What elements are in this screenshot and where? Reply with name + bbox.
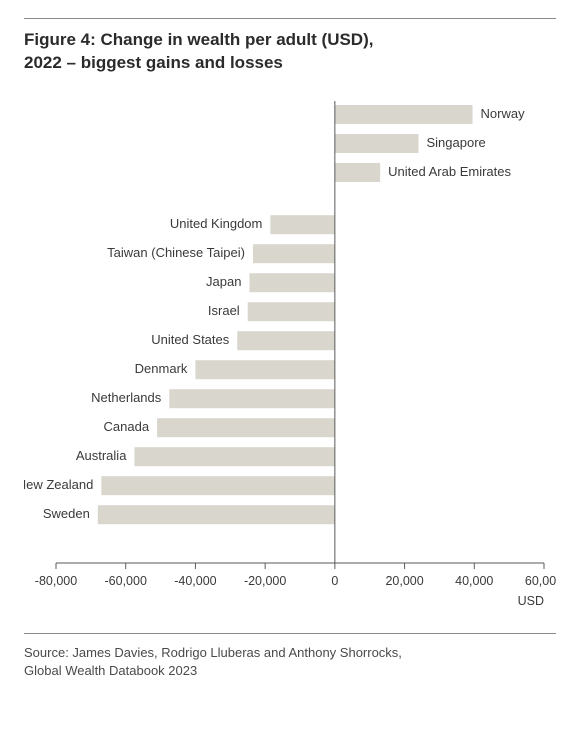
bar — [270, 215, 334, 234]
x-tick-label: -40,000 — [174, 574, 216, 588]
x-tick-label: 20,000 — [385, 574, 423, 588]
bar-label: Denmark — [135, 361, 188, 376]
x-tick-label: 40,000 — [455, 574, 493, 588]
bar — [101, 476, 335, 495]
bar — [98, 505, 335, 524]
bar-label: Japan — [206, 274, 241, 289]
bar-label: Norway — [481, 106, 526, 121]
bar-label: Singapore — [427, 135, 486, 150]
x-tick-label: -80,000 — [35, 574, 77, 588]
source-line-2: Global Wealth Databook 2023 — [24, 663, 197, 678]
bottom-rule — [24, 633, 556, 634]
bar-label: United Kingdom — [170, 216, 263, 231]
x-tick-label: -20,000 — [244, 574, 286, 588]
bar — [249, 273, 334, 292]
bar — [335, 134, 419, 153]
bar — [237, 331, 335, 350]
x-axis-title: USD — [518, 594, 544, 608]
bar-label: Netherlands — [91, 390, 162, 405]
bar — [335, 105, 473, 124]
bar — [253, 244, 335, 263]
top-rule — [24, 18, 556, 19]
bar-label: Taiwan (Chinese Taipei) — [107, 245, 245, 260]
chart-area: Norway Singapore United Arab Emirates Unite… — [24, 93, 556, 623]
bar — [195, 360, 334, 379]
bar-label: Israel — [208, 303, 240, 318]
x-tick-label: 60,000 — [525, 574, 556, 588]
bar — [169, 389, 335, 408]
bar-label: United Arab Emirates — [388, 164, 511, 179]
bar — [134, 447, 334, 466]
bar — [335, 163, 380, 182]
x-tick-label: 0 — [331, 574, 338, 588]
figure-title: Figure 4: Change in wealth per adult (US… — [24, 29, 556, 75]
bar-label: New Zealand — [24, 477, 93, 492]
source-note: Source: James Davies, Rodrigo Lluberas a… — [24, 644, 556, 680]
bar-label: Australia — [76, 448, 127, 463]
bar-label: Sweden — [43, 506, 90, 521]
bar — [157, 418, 335, 437]
bar — [248, 302, 335, 321]
figure-container: Figure 4: Change in wealth per adult (US… — [0, 0, 580, 698]
x-tick-label: -60,000 — [105, 574, 147, 588]
title-line-1: Figure 4: Change in wealth per adult (US… — [24, 30, 373, 49]
bar-chart: Norway Singapore United Arab Emirates Unite… — [24, 93, 556, 623]
title-line-2: 2022 – biggest gains and losses — [24, 53, 283, 72]
bar-label: Canada — [104, 419, 150, 434]
bar-label: United States — [151, 332, 230, 347]
source-line-1: Source: James Davies, Rodrigo Lluberas a… — [24, 645, 402, 660]
